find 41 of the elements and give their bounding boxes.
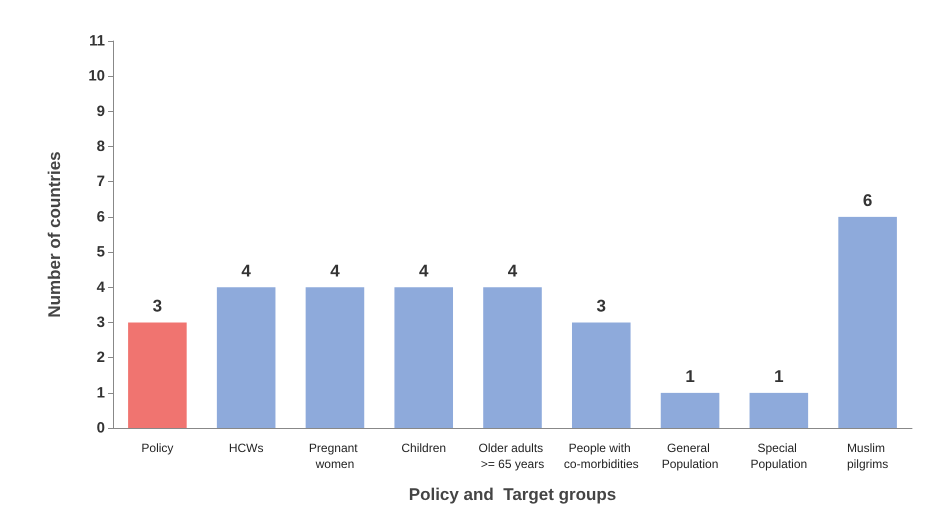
- x-tick-label: Children: [401, 441, 446, 455]
- data-label: 1: [685, 366, 695, 386]
- x-tick-label: Policy: [141, 441, 174, 455]
- data-label: 4: [418, 261, 429, 280]
- y-tick-label: 4: [96, 278, 106, 296]
- y-tick-label: 7: [96, 173, 105, 190]
- bar: [216, 287, 276, 428]
- bar: [128, 322, 187, 428]
- y-axis-title: Number of countries: [45, 151, 64, 318]
- x-tick-label: General Population: [662, 441, 718, 471]
- y-tick-label: 9: [96, 102, 105, 120]
- x-tick-label: HCWs: [228, 441, 264, 455]
- x-tick-label: Pregnant women: [308, 441, 361, 471]
- bar: [572, 322, 631, 428]
- bar: [838, 216, 897, 428]
- bar: [750, 392, 808, 428]
- y-tick-label: 11: [89, 32, 105, 50]
- x-axis-title: Policy and Target groups: [408, 485, 616, 504]
- x-tick-label: Special Population: [750, 441, 808, 471]
- bar: [660, 392, 720, 428]
- y-tick-label: 0: [96, 420, 105, 436]
- bar: [483, 287, 542, 428]
- x-tick-label: Older adults >= 65 years: [478, 441, 547, 471]
- data-label: 4: [330, 261, 340, 280]
- y-tick-label: 8: [96, 138, 105, 156]
- data-label: 6: [862, 190, 872, 210]
- x-tick-label: People with co-morbidities: [564, 441, 639, 471]
- data-label: 3: [596, 296, 606, 316]
- y-tick-label: 2: [96, 349, 105, 366]
- y-tick-label: 6: [96, 208, 105, 226]
- bar: [394, 287, 454, 428]
- y-tick-label: 3: [96, 314, 105, 331]
- data-label: 1: [774, 366, 784, 386]
- bar: [306, 287, 364, 428]
- y-tick-label: 5: [96, 244, 105, 261]
- data-label: 3: [152, 296, 162, 316]
- x-tick-label: Muslim pilgrims: [846, 441, 888, 471]
- y-tick-label: 10: [88, 68, 105, 85]
- data-label: 4: [241, 261, 252, 280]
- y-tick-label: 1: [96, 384, 105, 402]
- data-label: 4: [508, 261, 518, 280]
